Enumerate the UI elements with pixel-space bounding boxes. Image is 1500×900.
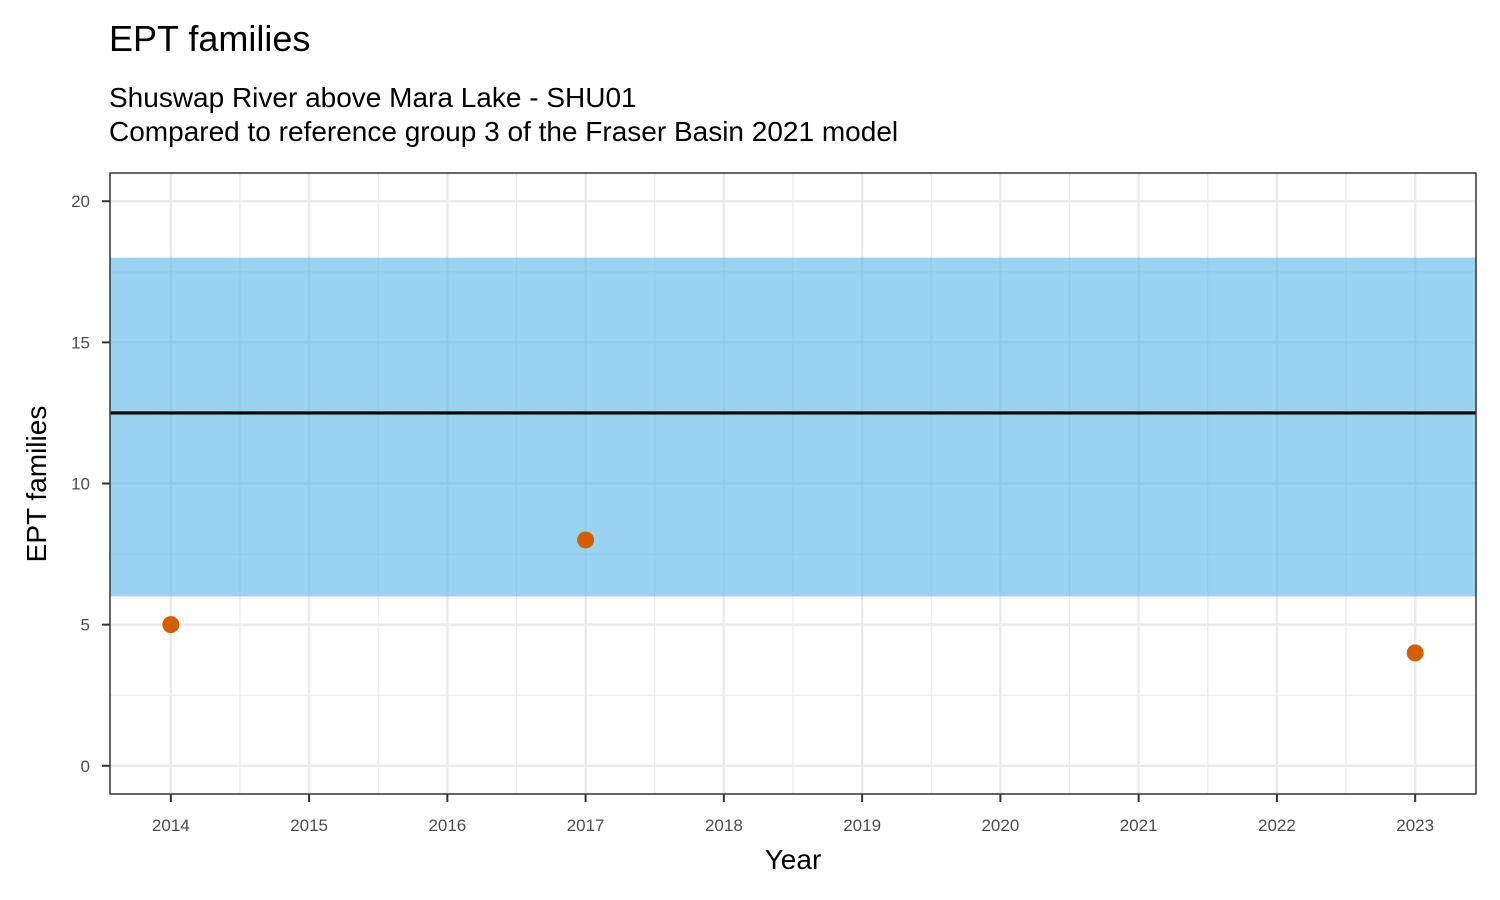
data-point xyxy=(1406,644,1424,662)
y-tick-label: 10 xyxy=(71,475,90,494)
x-tick-label: 2015 xyxy=(290,816,328,835)
x-tick-label: 2021 xyxy=(1120,816,1158,835)
chart-subtitle-line-1: Shuswap River above Mara Lake - SHU01 xyxy=(109,82,637,113)
x-tick-label: 2019 xyxy=(843,816,881,835)
y-axis: 0 5 10 15 20 xyxy=(71,192,110,776)
reference-band-layer xyxy=(110,257,1476,597)
reference-band xyxy=(110,257,1476,597)
y-tick-label: 20 xyxy=(71,192,90,211)
x-tick-label: 2014 xyxy=(152,816,190,835)
y-axis-label: EPT families xyxy=(21,406,52,563)
data-point xyxy=(577,531,595,549)
chart-subtitle-line-2: Compared to reference group 3 of the Fra… xyxy=(109,116,899,147)
x-axis: 2014 2015 2016 2017 2018 2019 2020 2021 2022 2023 xyxy=(152,794,1434,835)
y-tick-label: 5 xyxy=(81,616,90,635)
data-points xyxy=(162,531,1424,662)
x-tick-label: 2016 xyxy=(428,816,466,835)
x-tick-label: 2020 xyxy=(981,816,1019,835)
x-tick-label: 2017 xyxy=(567,816,605,835)
x-tick-label: 2018 xyxy=(705,816,743,835)
y-tick-label: 0 xyxy=(81,757,90,776)
chart-title: EPT families xyxy=(109,18,311,59)
x-tick-label: 2023 xyxy=(1396,816,1434,835)
x-tick-label: 2022 xyxy=(1258,816,1296,835)
y-tick-label: 15 xyxy=(71,333,90,352)
data-point xyxy=(162,616,180,634)
x-axis-label: Year xyxy=(765,844,822,875)
